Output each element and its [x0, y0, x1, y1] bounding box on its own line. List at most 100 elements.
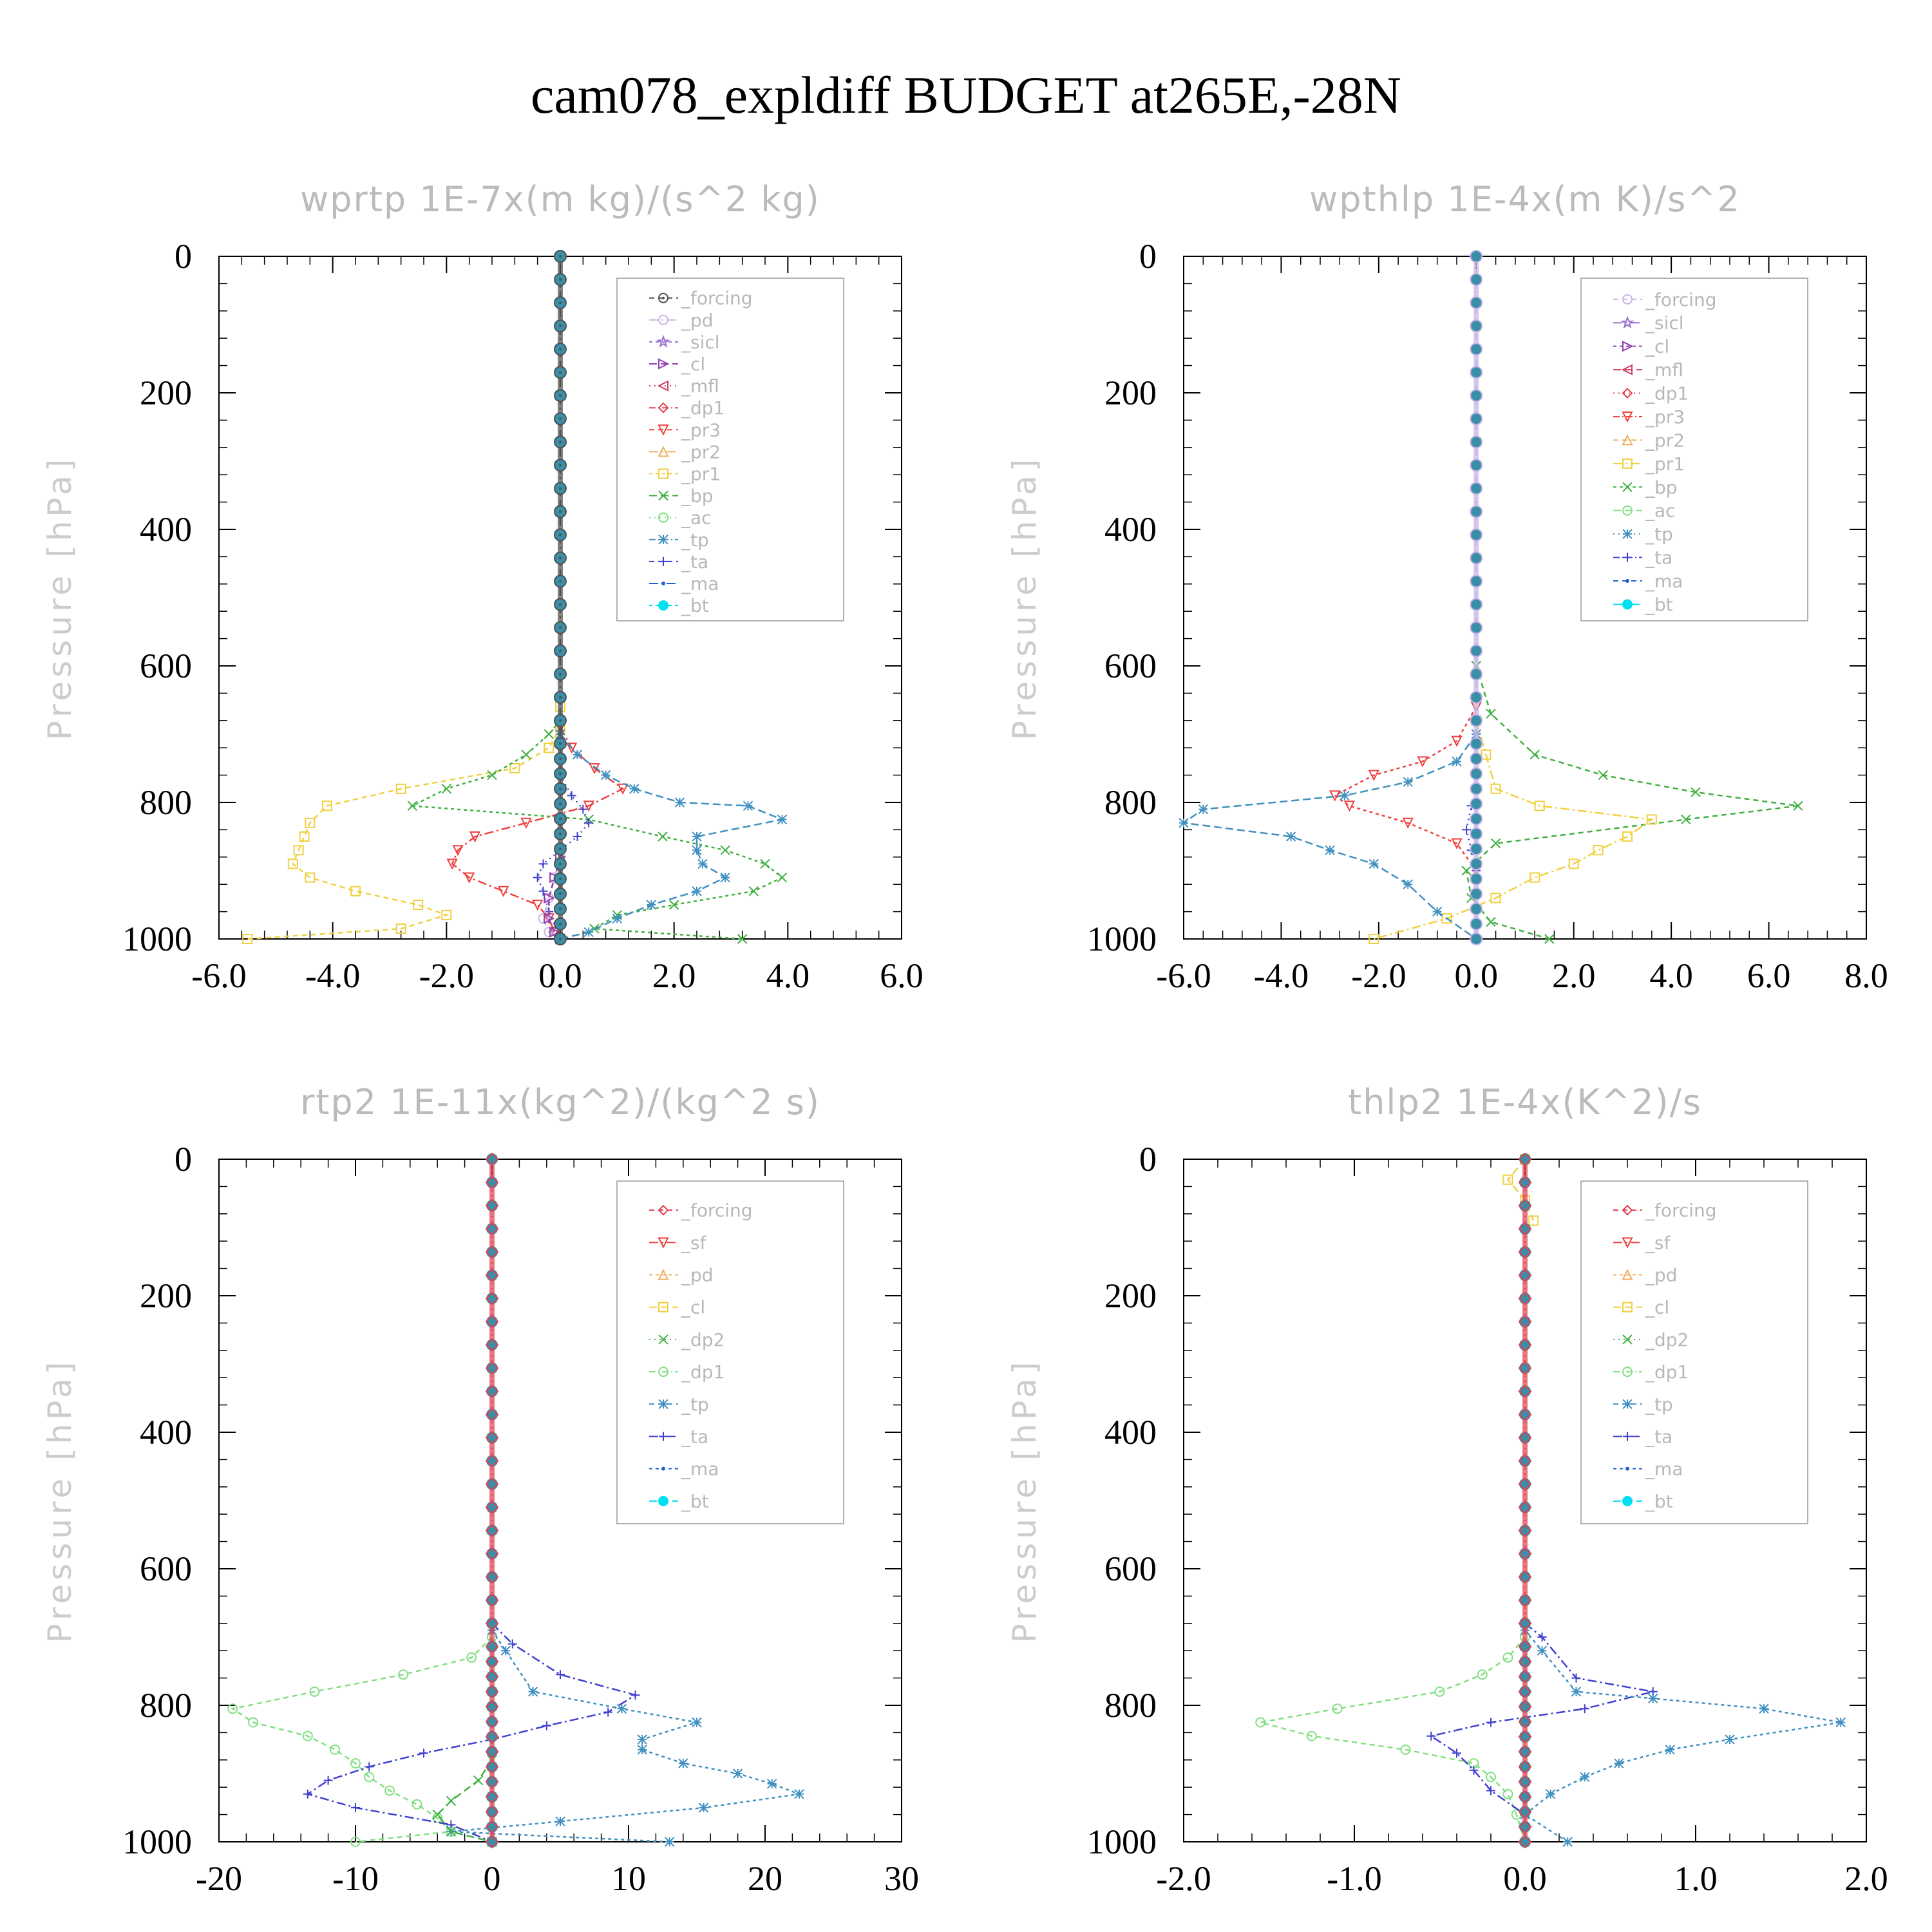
marker-dot — [559, 580, 562, 583]
x-tick-label: 0.0 — [538, 956, 582, 995]
marker-filled-circle — [1519, 1746, 1531, 1758]
marker-diamond — [1518, 1640, 1532, 1654]
marker-diamond — [1518, 1820, 1532, 1834]
y-tick-label: 600 — [1104, 1549, 1157, 1588]
data-series — [227, 1632, 497, 1847]
marker-square — [658, 1302, 668, 1312]
data-point — [1725, 1734, 1735, 1745]
marker-diamond — [485, 1593, 499, 1607]
legend-label: _mfl — [681, 375, 719, 397]
data-point — [566, 743, 578, 754]
zero-line-marker — [1470, 274, 1482, 286]
marker-diamond — [1518, 1759, 1532, 1774]
marker-x — [720, 845, 730, 855]
x-tick-label: 6.0 — [880, 956, 923, 995]
zero-line-marker — [485, 1547, 499, 1561]
marker-x — [737, 934, 748, 944]
marker-filled-circle — [1519, 1685, 1531, 1698]
zero-line-marker — [1470, 691, 1482, 703]
marker-triangle — [469, 831, 481, 843]
marker-plus — [1537, 1633, 1547, 1642]
zero-line-marker — [1519, 1571, 1531, 1583]
marker-diamond — [1518, 1547, 1532, 1561]
zero-line-marker — [485, 1640, 499, 1654]
legend-marker — [1622, 294, 1633, 305]
zero-line-marker — [485, 1616, 499, 1631]
legend-marker — [658, 512, 668, 523]
legend-entry: _tp — [649, 1394, 709, 1415]
panel-title: thlp2 1E-4x(K^2)/s — [1348, 1082, 1702, 1122]
marker-circle — [658, 1367, 668, 1378]
zero-line-marker — [1470, 858, 1482, 870]
marker-asterisk — [1648, 1693, 1658, 1704]
marker-dot — [559, 301, 562, 305]
series-line — [1260, 1636, 1526, 1842]
marker-square — [1530, 872, 1540, 883]
legend-marker — [1622, 1204, 1633, 1216]
marker-filled-circle — [486, 1223, 498, 1235]
legend-label: _bp — [1645, 477, 1678, 498]
legend-label: _dp2 — [681, 1329, 724, 1350]
data-point — [487, 770, 497, 781]
marker-dot — [559, 696, 562, 699]
data-point — [287, 858, 298, 869]
legend-entry: _tp — [649, 529, 709, 551]
y-tick-label: 1000 — [122, 1823, 192, 1861]
marker-diamond — [485, 1408, 499, 1421]
marker-filled-circle — [1519, 1362, 1531, 1374]
legend-marker — [1622, 1334, 1633, 1345]
legend-label: _ac — [1645, 500, 1676, 522]
legend-marker — [1622, 529, 1633, 539]
data-point — [578, 804, 588, 814]
x-tick-label: -6.0 — [191, 956, 246, 995]
marker-plus — [630, 1690, 640, 1700]
data-point — [760, 858, 770, 869]
zero-line-marker — [1470, 753, 1482, 765]
zero-line-marker — [485, 1245, 499, 1259]
data-point — [500, 1645, 511, 1656]
data-point — [549, 926, 561, 938]
marker-circle — [554, 917, 567, 931]
zero-line-marker — [1518, 1700, 1532, 1714]
marker-asterisk — [664, 1837, 675, 1847]
data-point — [305, 872, 316, 883]
marker-asterisk — [766, 1779, 777, 1789]
zero-line-marker — [1470, 482, 1483, 495]
marker-diamond — [1622, 1204, 1633, 1216]
data-point — [629, 784, 639, 794]
marker-filled-circle — [1519, 1339, 1531, 1351]
marker-x — [521, 750, 531, 760]
marker-plus — [1426, 1731, 1436, 1741]
legend-entry: _tp — [1613, 1394, 1673, 1415]
data-point — [600, 770, 611, 781]
marker-diamond — [485, 1384, 499, 1398]
marker-circle — [1470, 827, 1483, 840]
marker-diamond — [1518, 1685, 1532, 1699]
zero-line-marker — [485, 1593, 499, 1607]
marker-circle — [1470, 737, 1483, 750]
marker-square — [395, 923, 406, 934]
legend-marker — [1621, 364, 1633, 375]
marker-filled-circle — [1519, 1385, 1531, 1397]
zero-line-marker — [1470, 644, 1483, 658]
marker-filled-circle — [486, 1761, 498, 1773]
legend-marker — [1625, 1466, 1629, 1471]
legend-label: _dp2 — [1645, 1329, 1689, 1350]
legend-label: _ta — [681, 551, 708, 573]
zero-line-marker — [486, 1223, 498, 1235]
data-point — [466, 1652, 477, 1663]
legend-entry: _dp2 — [1613, 1329, 1689, 1350]
zero-line-marker — [1470, 412, 1483, 426]
legend-entry: _dp1 — [649, 397, 724, 419]
data-point — [692, 831, 702, 842]
marker-square — [287, 858, 298, 869]
marker-asterisk — [1580, 1772, 1590, 1783]
zero-line-marker — [485, 1198, 499, 1213]
zero-line-marker — [1518, 1745, 1532, 1759]
zero-line-marker — [485, 1431, 499, 1444]
marker-asterisk — [1562, 1837, 1573, 1847]
marker-square — [441, 909, 452, 920]
marker-filled-circle — [1519, 1716, 1531, 1728]
data-point — [350, 1758, 361, 1769]
data-point — [395, 783, 406, 794]
